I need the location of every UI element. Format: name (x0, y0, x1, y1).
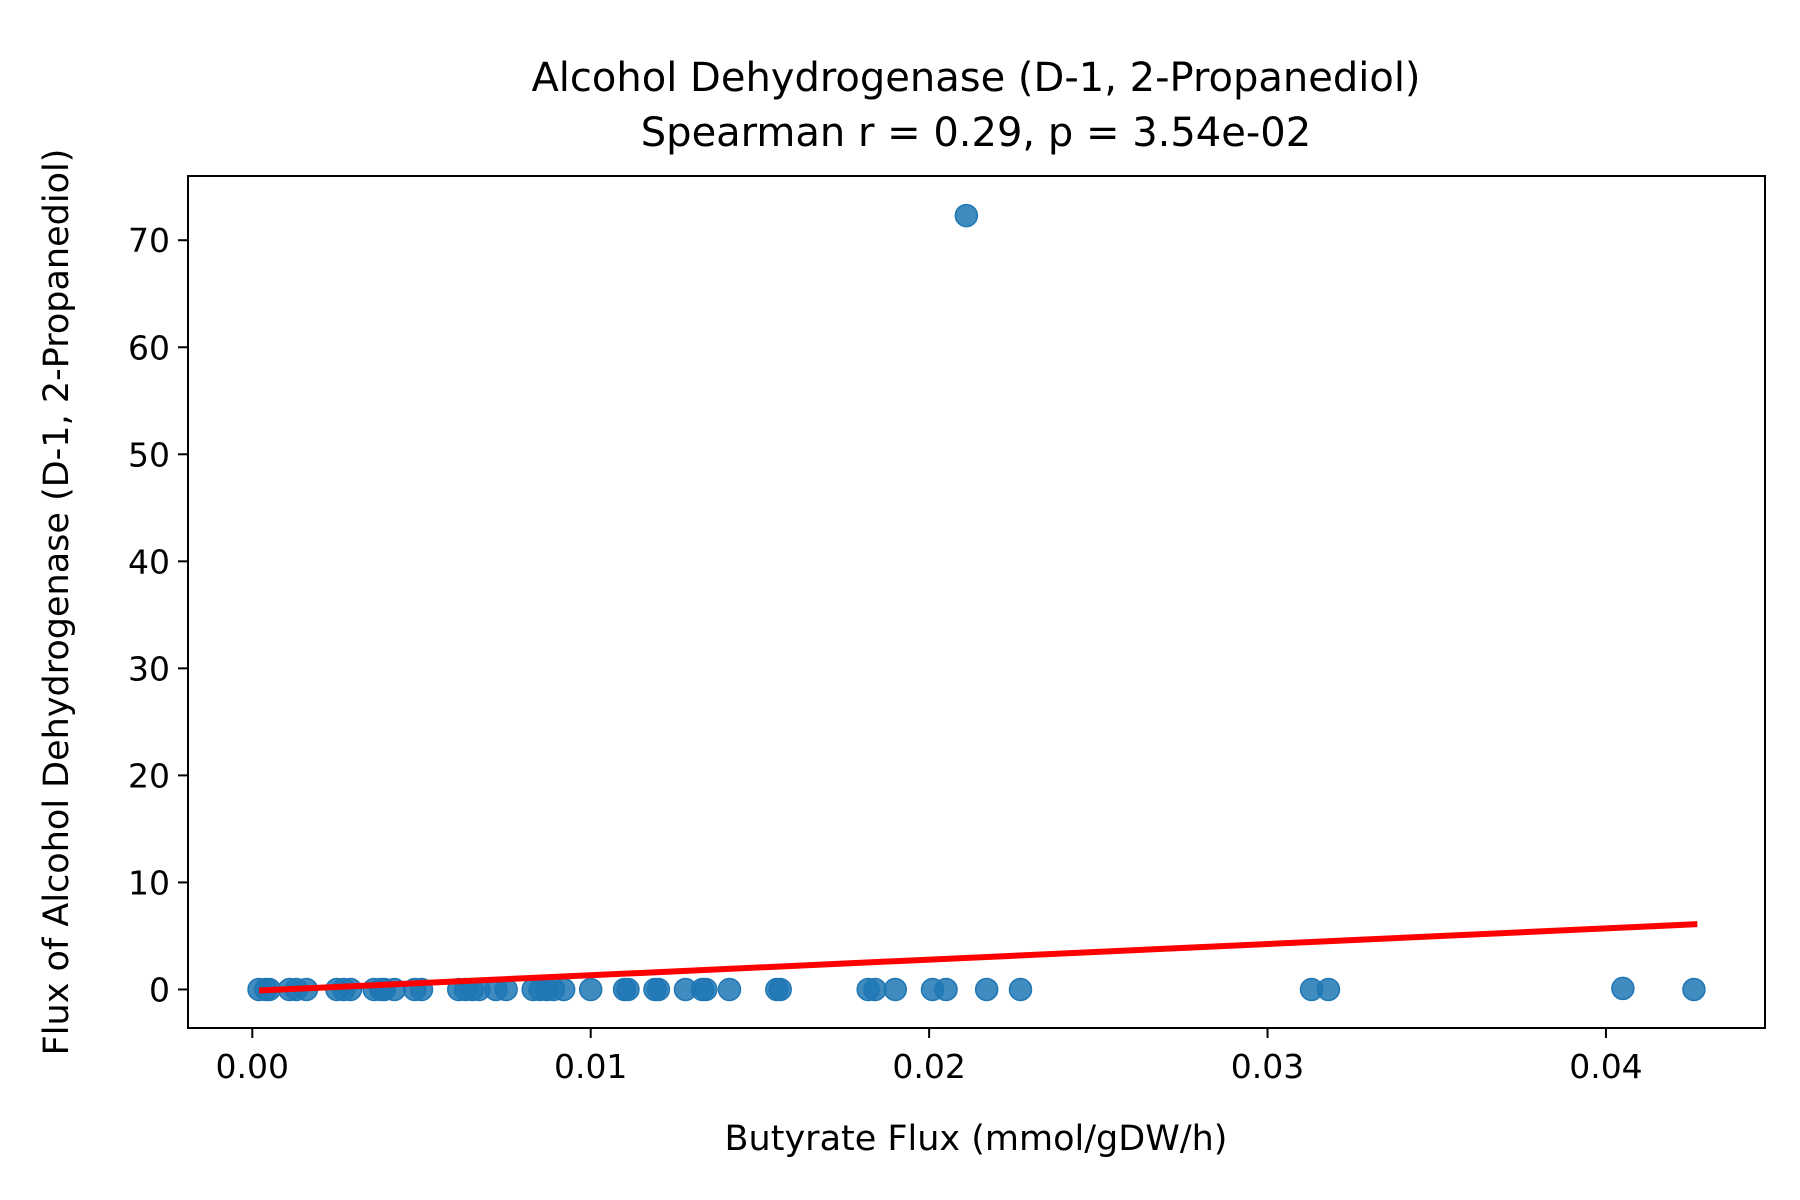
data-point (1316, 977, 1341, 1002)
data-point (1611, 976, 1635, 1001)
data-point (616, 977, 640, 1002)
scatter-points (247, 203, 1706, 1002)
y-tick-label: 30 (128, 649, 170, 688)
data-point (578, 977, 603, 1002)
data-point (954, 203, 979, 228)
y-tick-label: 60 (128, 328, 170, 367)
data-point (934, 977, 958, 1002)
data-point (883, 977, 908, 1002)
y-axis-label: Flux of Alcohol Dehydrogenase (D-1, 2-Pr… (37, 149, 77, 1056)
data-point (1008, 977, 1033, 1002)
regression-line (258, 921, 1698, 994)
regression-line-layer (258, 921, 1698, 994)
x-tick-label: 0.01 (554, 1047, 627, 1086)
x-tick-label: 0.04 (1569, 1047, 1642, 1086)
y-tick-label: 0 (149, 970, 170, 1009)
x-tick-label: 0.03 (1231, 1047, 1304, 1086)
data-point (768, 977, 792, 1002)
x-tick-label: 0.02 (892, 1047, 965, 1086)
data-point (863, 977, 887, 1002)
x-axis-ticks: 0.00 0.01 0.02 0.03 0.04 (216, 1028, 1643, 1086)
data-point (974, 977, 999, 1002)
data-point (694, 977, 718, 1002)
y-axis-ticks: 0 10 20 30 40 50 60 70 (128, 221, 188, 1009)
y-tick-label: 50 (128, 435, 170, 474)
y-tick-label: 40 (128, 542, 170, 581)
data-point (717, 977, 742, 1002)
data-point (646, 977, 671, 1002)
chart-title: Alcohol Dehydrogenase (D-1, 2-Propanedio… (531, 55, 1420, 101)
x-tick-label: 0.00 (216, 1047, 289, 1086)
plot-area-frame (187, 175, 1766, 1029)
y-tick-label: 10 (128, 863, 170, 902)
y-tick-label: 70 (128, 221, 170, 260)
data-point (551, 977, 576, 1002)
y-tick-label: 20 (128, 756, 170, 795)
data-point (1682, 977, 1706, 1002)
x-axis-label: Butyrate Flux (mmol/gDW/h) (725, 1119, 1228, 1159)
chart-subtitle: Spearman r = 0.29, p = 3.54e-02 (641, 110, 1311, 156)
